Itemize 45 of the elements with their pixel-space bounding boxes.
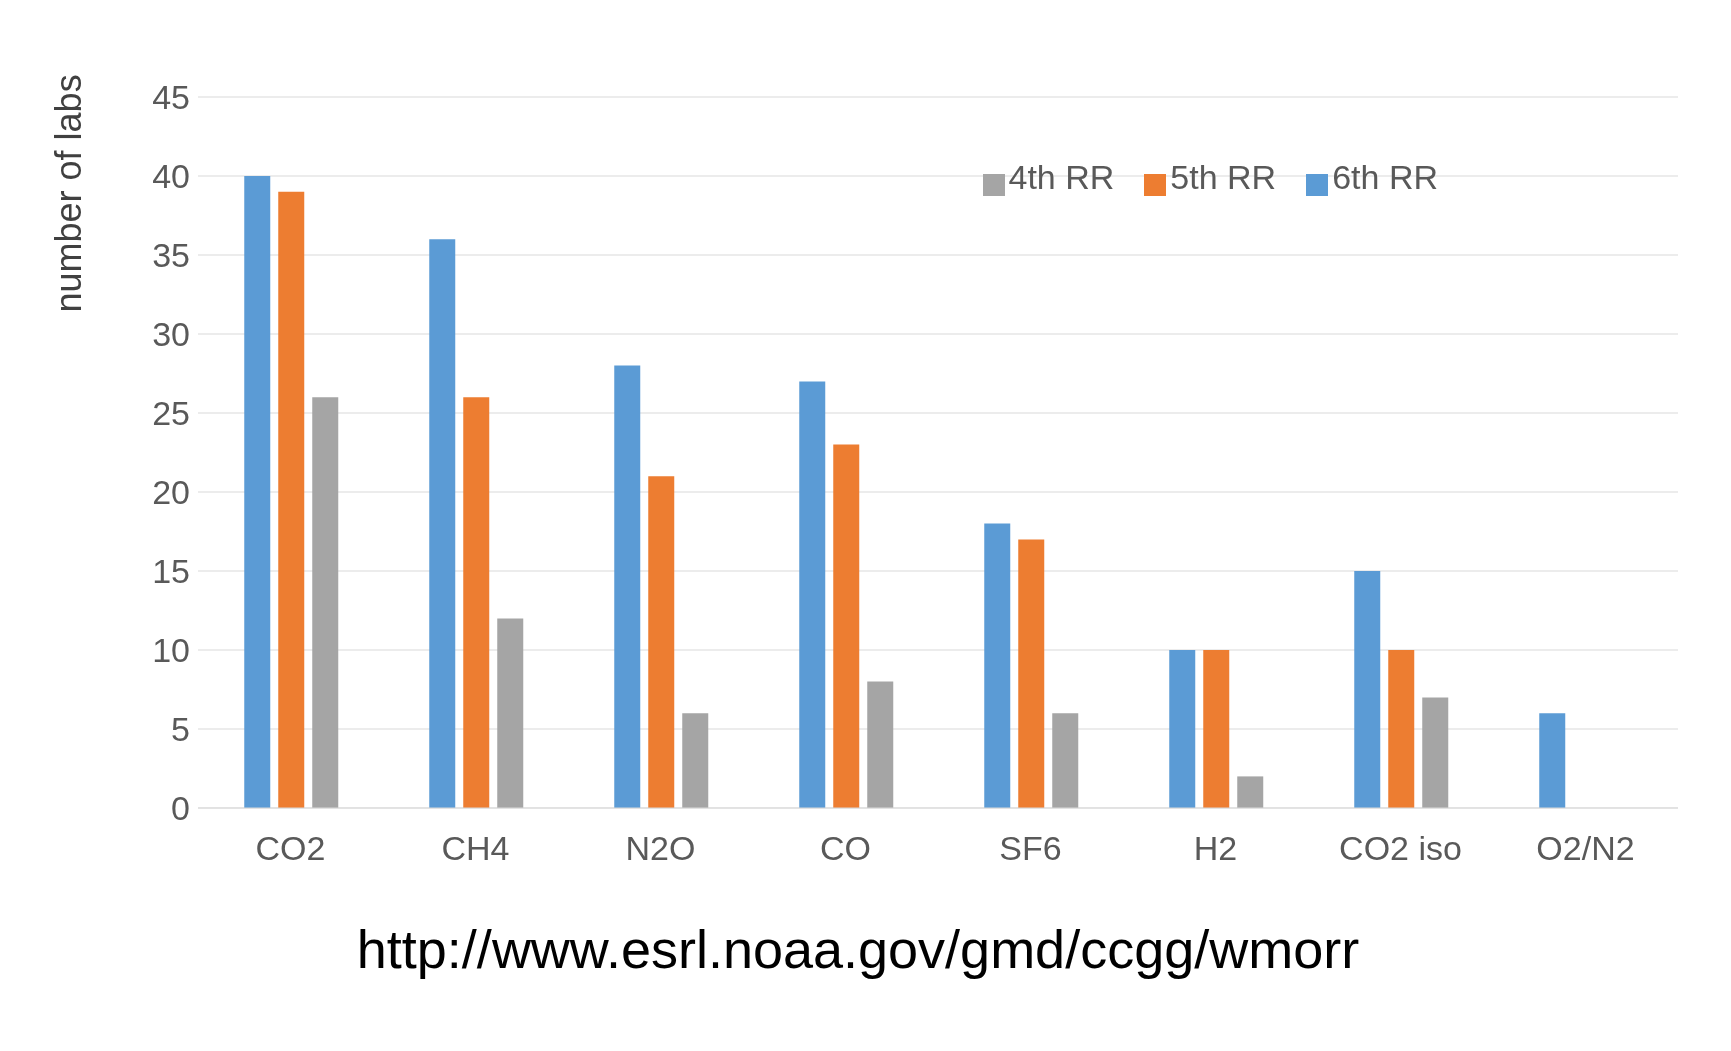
y-tick-label: 30 xyxy=(152,315,190,354)
bar xyxy=(1052,713,1079,808)
legend-label: 5th RR xyxy=(1170,158,1277,196)
y-axis-title: number of labs xyxy=(47,74,89,313)
x-tick-label: N2O xyxy=(625,829,696,868)
bar xyxy=(799,381,826,808)
bar xyxy=(833,444,860,808)
bar xyxy=(1169,650,1196,808)
bar xyxy=(497,618,524,808)
bar xyxy=(278,191,305,808)
x-tick-label: CO2 xyxy=(255,829,326,868)
y-tick-label: 15 xyxy=(152,552,190,591)
y-tick-label: 40 xyxy=(152,157,190,196)
bar xyxy=(614,365,641,808)
legend-label: 4th RR xyxy=(1008,158,1115,196)
bar xyxy=(1203,650,1230,808)
bar xyxy=(1354,571,1381,808)
y-tick-label: 0 xyxy=(171,789,190,828)
y-tick-label: 20 xyxy=(152,473,190,512)
bar xyxy=(867,681,894,808)
y-tick-label: 35 xyxy=(152,236,190,275)
bar xyxy=(1388,650,1415,808)
bar xyxy=(244,176,271,808)
y-tick-label: 45 xyxy=(152,78,190,117)
bar xyxy=(1422,697,1449,808)
bar xyxy=(463,397,490,808)
bar xyxy=(429,239,456,808)
y-tick-label: 10 xyxy=(152,631,190,670)
legend-label: 6th RR xyxy=(1332,158,1438,196)
y-tick-label: 25 xyxy=(152,394,190,433)
bar xyxy=(648,476,675,808)
bar xyxy=(312,397,339,808)
x-tick-label: CH4 xyxy=(441,829,510,868)
bar xyxy=(984,523,1011,808)
x-tick-label: CO2 iso xyxy=(1339,829,1462,868)
bar xyxy=(1018,539,1045,808)
x-tick-label: SF6 xyxy=(999,829,1062,868)
x-tick-label: O2/N2 xyxy=(1536,829,1635,868)
y-tick-label: 5 xyxy=(171,710,190,749)
bar xyxy=(682,713,709,808)
x-tick-label: H2 xyxy=(1193,829,1238,868)
text: http://www.esrl.noaa.gov/gmd/ccgg/wmorr xyxy=(355,918,1361,980)
x-tick-label: CO xyxy=(820,829,871,868)
bar xyxy=(1237,776,1264,808)
bar xyxy=(1539,713,1566,808)
